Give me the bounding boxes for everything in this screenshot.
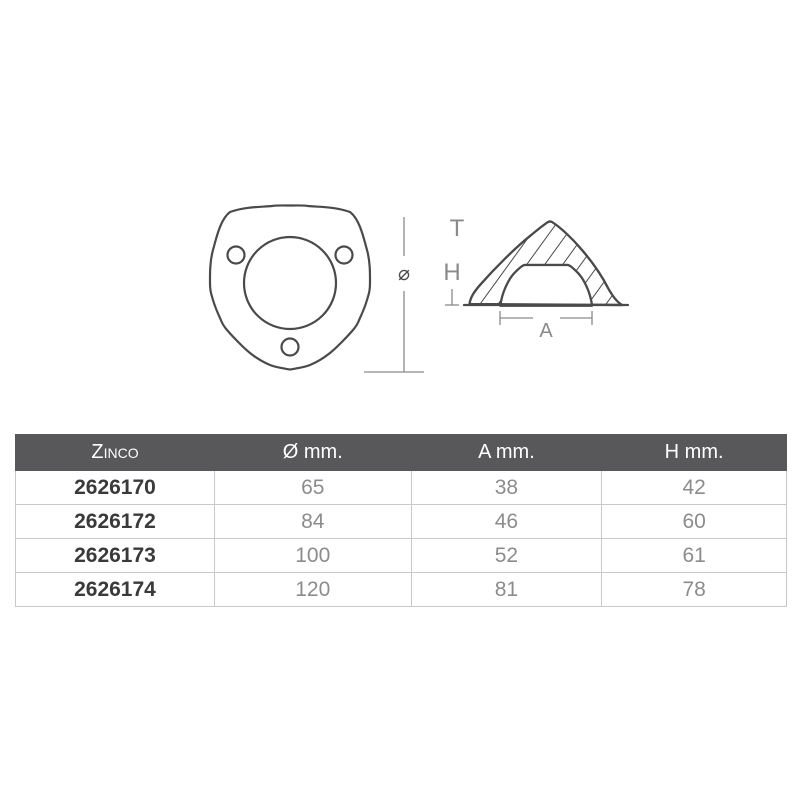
svg-text:A: A: [539, 320, 553, 342]
svg-text:⌀: ⌀: [398, 263, 410, 285]
svg-text:T: T: [450, 215, 465, 242]
svg-text:H: H: [443, 259, 460, 286]
